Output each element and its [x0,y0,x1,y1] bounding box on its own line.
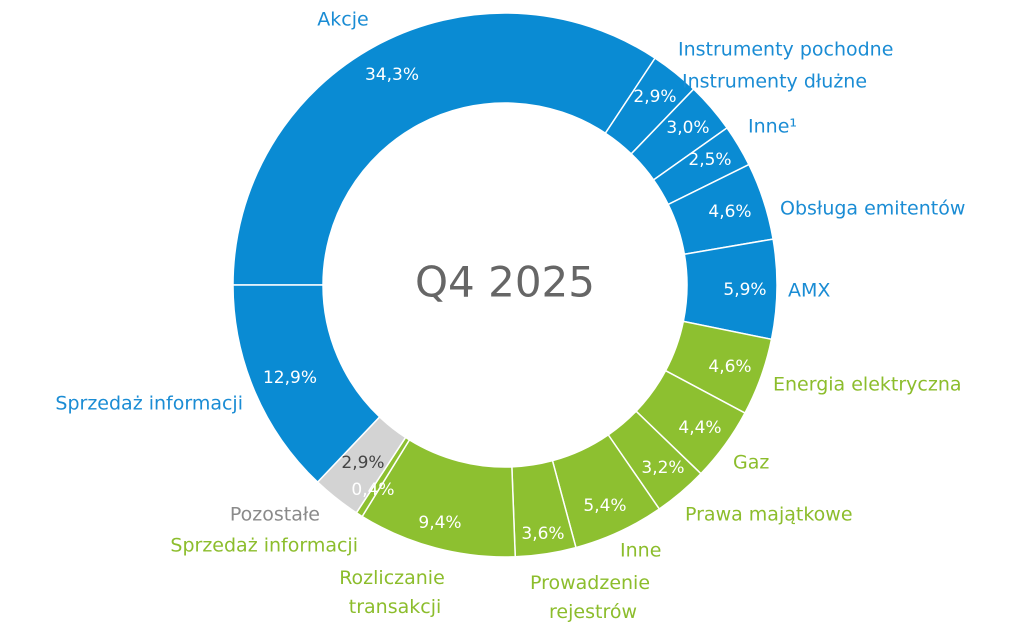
center-label: Q4 2025 [415,258,595,307]
value-label: 2,9% [341,453,384,473]
category-label: Energia elektryczna [773,374,962,396]
category-label: Rozliczanie transakcji [339,567,445,618]
category-label: Pozostałe [230,504,320,526]
value-label: 34,3% [365,65,419,85]
category-label: Instrumenty pochodne [678,39,893,61]
value-label: 3,2% [641,458,684,478]
value-label: 2,9% [633,87,676,107]
value-label: 5,4% [583,496,626,516]
category-label: Sprzedaż informacji [170,535,358,557]
category-label: AMX [788,280,830,302]
donut-segment [232,12,657,286]
value-label: 0,4% [351,480,394,500]
value-label: 2,5% [688,150,731,170]
category-label: Inne [620,540,661,562]
value-label: 12,9% [263,368,317,388]
value-label: 3,6% [521,524,564,544]
category-label: Akcje [317,9,368,31]
value-label: 4,4% [678,418,721,438]
donut-segment [232,284,381,484]
category-label: Gaz [733,452,769,474]
value-label: 5,9% [723,280,766,300]
category-label: Obsługa emitentów [780,198,965,220]
category-label: Sprzedaż informacji [55,393,243,415]
value-label: 3,0% [666,118,709,138]
category-label: Prawa majątkowe [685,504,853,526]
value-label: 4,6% [708,357,751,377]
value-label: 4,6% [708,202,751,222]
category-label: Inne¹ [748,116,797,138]
category-label: Prowadzenie rejestrów [530,572,650,623]
category-label: Instrumenty dłużne [682,71,867,93]
value-label: 9,4% [418,513,461,533]
